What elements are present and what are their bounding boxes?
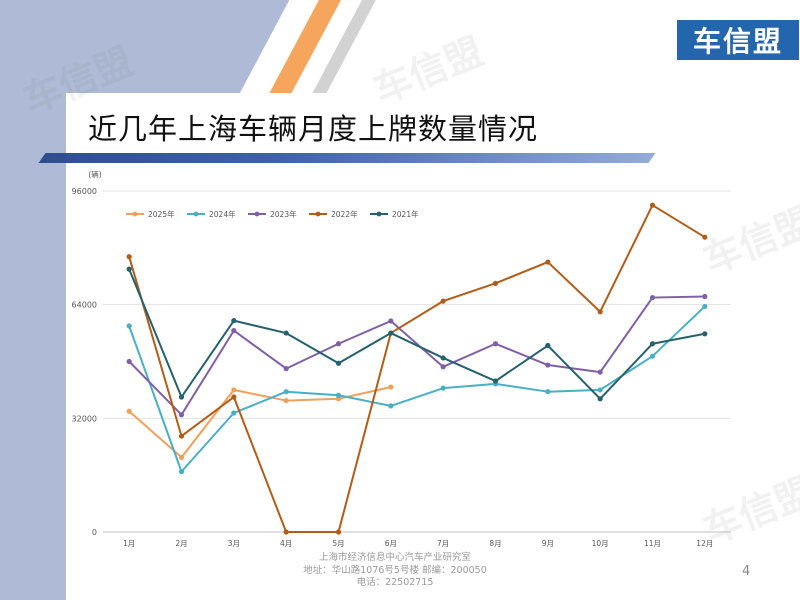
page-title: 近几年上海车辆月度上牌数量情况 xyxy=(88,112,539,146)
data-point xyxy=(440,385,446,391)
data-point xyxy=(126,358,132,365)
brand-logo: 车信盟 xyxy=(677,20,799,60)
legend-entry: 2023年 xyxy=(270,209,297,219)
legend-swatch-dot xyxy=(193,211,199,217)
data-point xyxy=(702,293,708,300)
data-point xyxy=(335,529,342,535)
data-point xyxy=(335,396,342,402)
data-point xyxy=(597,387,603,393)
y-tick-label: 32000 xyxy=(72,414,97,423)
y-axis-unit: (辆) xyxy=(88,169,101,179)
data-point xyxy=(440,364,446,370)
legend-entry: 2024年 xyxy=(209,209,236,219)
data-point xyxy=(545,389,551,395)
data-point xyxy=(702,234,708,240)
data-point xyxy=(335,392,342,398)
x-tick-label: 7月 xyxy=(437,539,449,548)
data-point xyxy=(492,280,499,286)
x-tick-label: 11月 xyxy=(644,539,661,548)
data-point xyxy=(649,202,656,208)
footer-phone: 电话：22502715 xyxy=(356,577,434,588)
data-point xyxy=(702,331,708,337)
x-tick-label: 3月 xyxy=(228,539,240,548)
data-point xyxy=(335,341,342,347)
data-point xyxy=(231,394,237,400)
data-point xyxy=(597,396,603,402)
page-number: 4 xyxy=(742,564,751,579)
data-point xyxy=(440,355,446,361)
data-point xyxy=(126,408,132,414)
data-point xyxy=(178,469,185,475)
data-point xyxy=(178,454,185,461)
data-point xyxy=(440,298,446,304)
data-point xyxy=(231,327,237,334)
data-point xyxy=(283,389,289,395)
left-band xyxy=(0,0,66,600)
y-tick-label: 64000 xyxy=(72,301,97,310)
x-tick-label: 4月 xyxy=(280,539,292,548)
legend-swatch-dot xyxy=(132,211,138,217)
data-point xyxy=(388,318,394,324)
legend-entry: 2025年 xyxy=(148,209,175,219)
data-point xyxy=(283,397,289,404)
x-tick-label: 12月 xyxy=(696,539,713,548)
series-line xyxy=(128,204,706,533)
footer-address: 地址：华山路1076号5号楼 邮编：200050 xyxy=(303,564,487,576)
legend-entry: 2021年 xyxy=(392,209,419,219)
data-point xyxy=(126,254,132,260)
content-panel xyxy=(66,93,800,600)
legend-swatch-dot xyxy=(376,211,382,217)
series-line xyxy=(128,305,706,473)
data-point xyxy=(178,412,185,418)
data-point xyxy=(231,410,237,416)
legend-swatch-dot xyxy=(315,211,321,217)
footer: 上海市经济信息中心汽车产业研究室 地址：华山路1076号5号楼 邮编：20005… xyxy=(270,552,520,590)
data-point xyxy=(178,394,185,400)
footer-org: 上海市经济信息中心汽车产业研究室 xyxy=(318,552,471,563)
x-tick-label: 8月 xyxy=(489,539,501,548)
data-point xyxy=(597,309,603,315)
line-chart: 0 32000 64000 96000 (辆) 1月 2月 3月 4月 5月 6月 7月 8月 9月 10月… xyxy=(72,169,731,548)
data-point xyxy=(649,353,656,359)
y-tick-label: 0 xyxy=(92,528,97,537)
data-point xyxy=(388,384,394,390)
y-tick-label: 96000 xyxy=(72,187,97,196)
legend-entry: 2022年 xyxy=(331,209,358,219)
data-point xyxy=(178,433,185,439)
data-point xyxy=(283,366,289,372)
data-point xyxy=(492,378,499,384)
x-tick-label: 9月 xyxy=(542,539,554,548)
data-point xyxy=(649,341,656,347)
data-point xyxy=(126,266,132,272)
data-point xyxy=(545,362,551,368)
data-point xyxy=(649,294,656,301)
x-tick-label: 5月 xyxy=(332,539,344,548)
x-tick-label: 2月 xyxy=(175,539,187,548)
data-point xyxy=(388,330,394,336)
x-tick-label: 1月 xyxy=(123,539,135,548)
x-tick-label: 6月 xyxy=(385,539,397,548)
legend-swatch-dot xyxy=(254,211,260,217)
data-point xyxy=(231,387,237,393)
data-point xyxy=(231,318,237,324)
data-point xyxy=(702,303,708,310)
data-point xyxy=(545,259,551,265)
x-tick-label: 10月 xyxy=(592,539,609,548)
data-point xyxy=(545,342,551,349)
data-point xyxy=(388,403,394,409)
data-point xyxy=(335,360,342,366)
data-point xyxy=(597,369,603,375)
data-point xyxy=(283,330,289,336)
series-line xyxy=(128,268,706,400)
data-point xyxy=(492,341,499,347)
data-point xyxy=(283,529,289,535)
data-point xyxy=(126,323,132,329)
series-line xyxy=(128,295,705,416)
